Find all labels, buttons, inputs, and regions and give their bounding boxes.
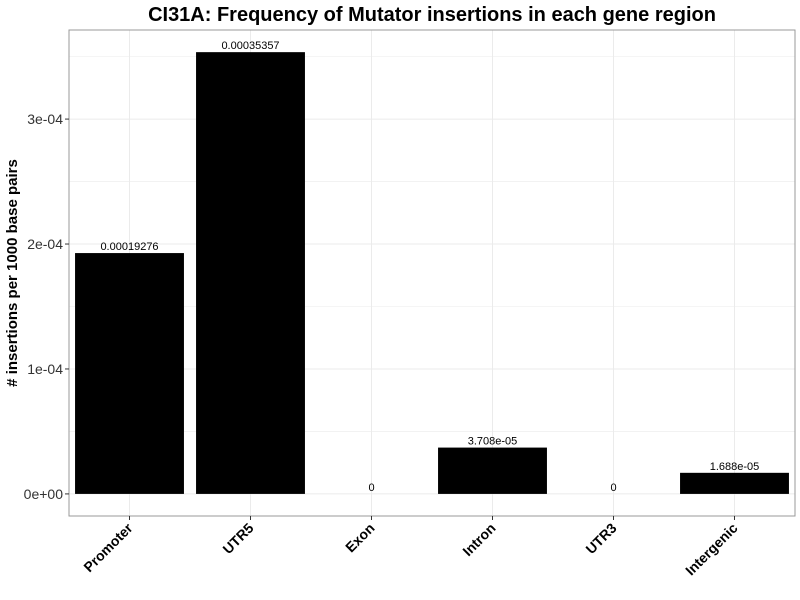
y-tick-label: 2e-04 <box>27 236 63 252</box>
x-tick-label: UTR5 <box>219 520 256 557</box>
panel-border <box>68 29 796 517</box>
data-label-promoter: 0.00019276 <box>100 241 158 253</box>
x-tick-label: Exon <box>342 520 378 556</box>
y-tick-label: 1e-04 <box>27 361 63 377</box>
bar-intergenic <box>680 472 789 494</box>
data-label-intron: 3.708e-05 <box>468 436 518 448</box>
data-label-intergenic: 1.688e-05 <box>710 461 760 473</box>
x-tick-label: Intergenic <box>682 520 741 579</box>
data-label-utr5: 0.00035357 <box>221 40 279 52</box>
y-tick-label: 3e-04 <box>27 111 63 127</box>
data-label-exon: 0 <box>368 482 374 494</box>
chart-title: CI31A: Frequency of Mutator insertions i… <box>148 4 716 26</box>
y-axis-title: # insertions per 1000 base pairs <box>4 159 21 387</box>
bar-utr5 <box>196 52 305 494</box>
bar-intron <box>438 447 547 494</box>
gridlines <box>69 30 795 516</box>
x-tick-label: UTR3 <box>582 520 619 557</box>
x-tick-label: Promoter <box>80 519 136 575</box>
data-label-utr3: 0 <box>610 482 616 494</box>
y-tick-label: 0e+00 <box>24 486 64 502</box>
bars <box>75 52 789 494</box>
bar-promoter <box>75 253 184 494</box>
data-labels: 0.00019276 0.00035357 0 3.708e-05 0 1.688e-05 <box>100 40 759 494</box>
x-tick-label: Intron <box>459 520 498 559</box>
